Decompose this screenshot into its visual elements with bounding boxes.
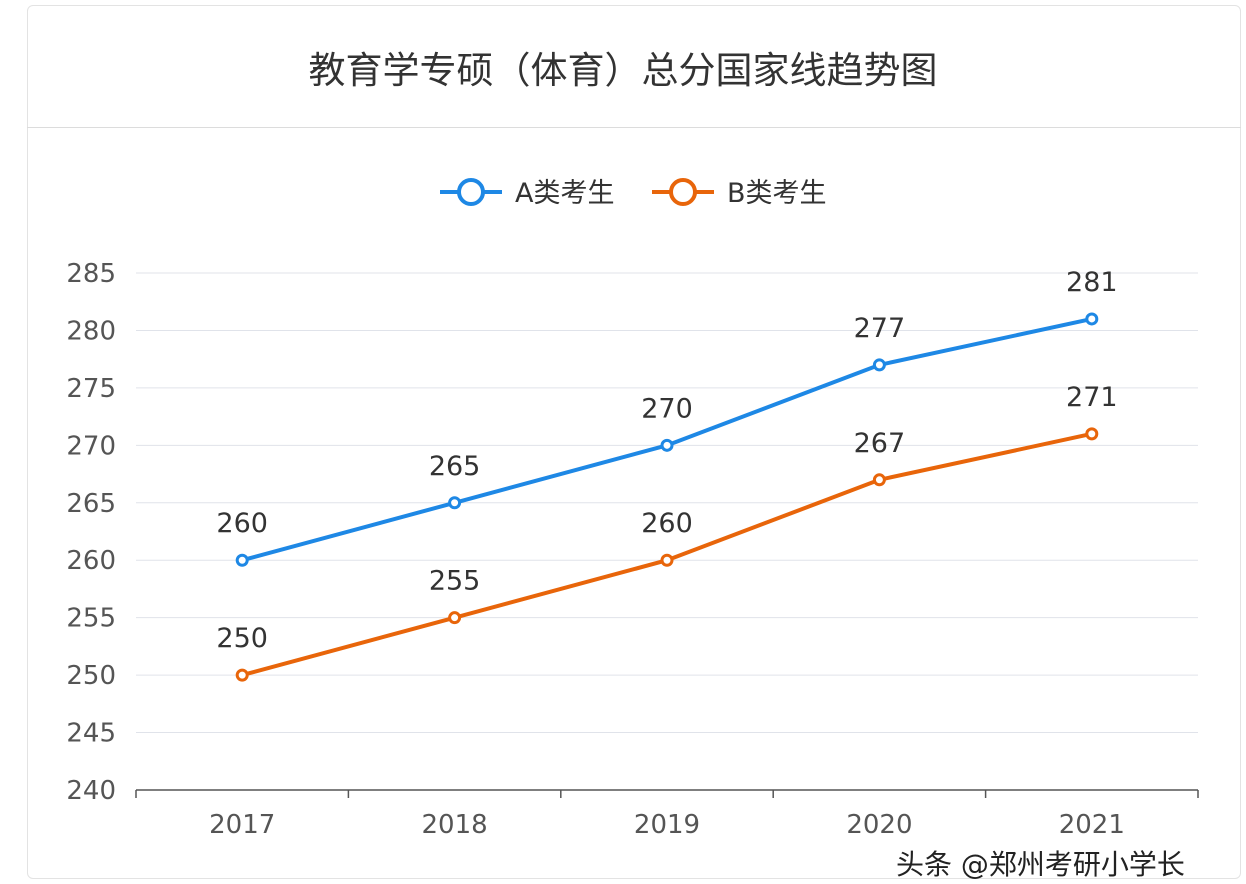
x-tick-label: 2019: [634, 810, 700, 840]
legend-label: B类考生: [727, 178, 827, 209]
data-point: [660, 438, 674, 452]
data-label: 270: [641, 393, 693, 424]
y-tick-label: 255: [66, 604, 116, 634]
y-tick-label: 245: [66, 719, 116, 749]
y-tick-label: 275: [66, 374, 116, 404]
x-tick-label: 2017: [209, 810, 275, 840]
data-point: [235, 553, 249, 567]
data-label: 281: [1066, 267, 1118, 298]
legend-label: A类考生: [515, 178, 614, 209]
data-label: 265: [429, 451, 481, 482]
data-point: [1085, 427, 1099, 441]
data-label: 260: [641, 508, 693, 539]
y-tick-label: 280: [66, 316, 116, 346]
watermark: 头条 @郑州考研小学长: [896, 848, 1185, 881]
y-tick-label: 270: [66, 431, 116, 461]
chart-title: 教育学专硕（体育）总分国家线趋势图: [308, 49, 938, 92]
y-tick-label: 265: [66, 489, 116, 519]
data-point: [872, 473, 886, 487]
chart-card: [27, 5, 1241, 879]
data-point: [448, 611, 462, 625]
data-point: [235, 668, 249, 682]
data-label: 267: [854, 428, 906, 459]
x-tick-label: 2018: [422, 810, 488, 840]
y-tick-label: 260: [66, 546, 116, 576]
data-label: 271: [1066, 382, 1118, 413]
y-tick-label: 285: [66, 259, 116, 289]
header-divider: [27, 127, 1241, 128]
legend-marker: [457, 178, 485, 206]
data-point: [660, 553, 674, 567]
x-tick-label: 2021: [1059, 810, 1125, 840]
x-tick-label: 2020: [846, 810, 912, 840]
data-label: 255: [429, 566, 481, 597]
y-tick-label: 250: [66, 661, 116, 691]
data-label: 260: [216, 508, 268, 539]
data-point: [448, 496, 462, 510]
data-label: 277: [854, 313, 906, 344]
data-point: [1085, 312, 1099, 326]
legend-marker: [669, 178, 697, 206]
y-tick-label: 240: [66, 776, 116, 806]
data-point: [872, 358, 886, 372]
data-label: 250: [216, 623, 268, 654]
